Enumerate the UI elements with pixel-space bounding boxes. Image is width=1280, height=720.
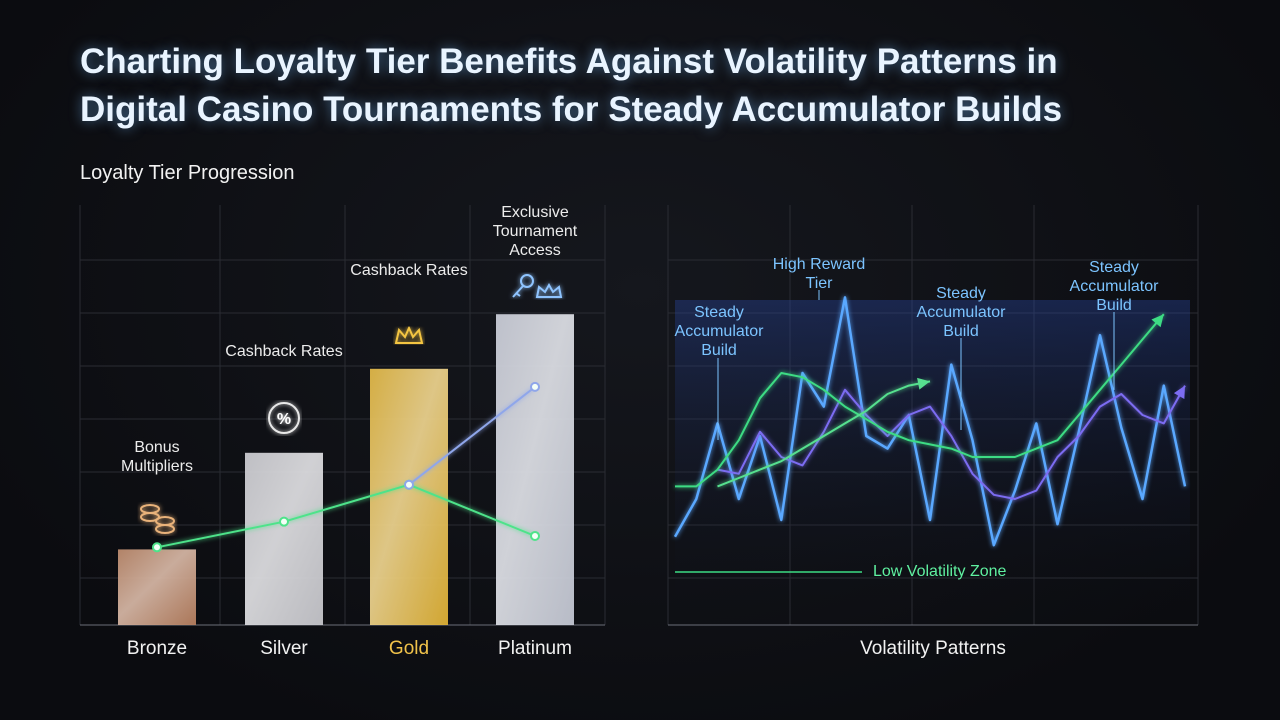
annotation: Cashback Rates — [350, 262, 468, 279]
data-line — [673, 296, 1187, 547]
x-tick-label: Bronze — [127, 638, 187, 659]
bar — [118, 549, 196, 625]
data-line — [717, 385, 1186, 500]
bar — [496, 314, 574, 625]
bar — [370, 368, 448, 625]
data-line — [408, 386, 536, 486]
bar — [245, 452, 323, 625]
coin-icon — [140, 504, 175, 534]
arrow-head — [917, 377, 930, 390]
data-line — [675, 313, 1165, 488]
annotation: Steady Accumulator Build — [674, 304, 764, 359]
arrow-head — [1151, 314, 1164, 328]
percent-icon: % — [268, 402, 300, 434]
annotation: Steady Accumulator Build — [1069, 259, 1159, 314]
x-tick-label: Gold — [389, 638, 429, 659]
line-point — [404, 479, 414, 490]
x-axis-label: Volatility Patterns — [860, 638, 1006, 659]
line-point — [152, 542, 162, 553]
annotation: Cashback Rates — [225, 343, 343, 360]
data-line — [156, 483, 536, 549]
title-line: Charting Loyalty Tier Benefits Against V… — [80, 42, 1058, 81]
annotation: Steady Accumulator Build — [916, 285, 1006, 340]
crown-icon — [394, 325, 424, 344]
line-point — [279, 516, 289, 527]
x-tick-label: Silver — [260, 638, 308, 659]
title-line: Digital Casino Tournaments for Steady Ac… — [80, 90, 1063, 129]
page-title: Charting Loyalty Tier Benefits Against V… — [80, 38, 1062, 134]
line-point — [530, 381, 540, 392]
annotation: Exclusive Tournament Access — [492, 204, 578, 259]
annotation: High Reward Tier — [772, 256, 866, 292]
x-tick-label: Platinum — [498, 638, 572, 659]
data-line — [717, 380, 931, 488]
annotation: Bonus Multipliers — [120, 439, 193, 475]
key-icon — [512, 274, 563, 298]
line-point — [530, 530, 540, 541]
chart-title: Loyalty Tier Progression — [80, 162, 295, 184]
arrow-head — [1173, 385, 1185, 400]
svg-text:%: % — [277, 411, 291, 428]
annotation: Low Volatility Zone — [873, 563, 1007, 580]
